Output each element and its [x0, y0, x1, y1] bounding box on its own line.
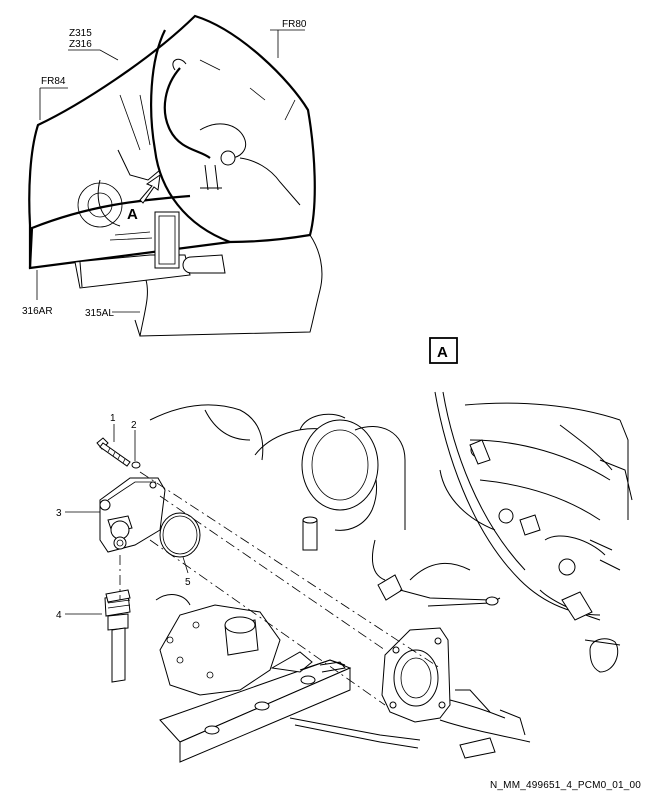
- label-fr84: FR84: [41, 76, 66, 87]
- detail-illustration: [96, 391, 633, 763]
- label-fr80: FR80: [282, 19, 307, 30]
- callout-1: 1: [110, 413, 116, 424]
- view-a-label: A: [437, 344, 448, 361]
- figure-reference: N_MM_499651_4_PCM0_01_00: [490, 780, 641, 791]
- callout-5: 5: [185, 577, 191, 588]
- label-view-a-pointer: A: [127, 206, 138, 223]
- callout-4: 4: [56, 610, 62, 621]
- label-315al: 315AL: [85, 308, 114, 319]
- label-z316: Z316: [69, 39, 92, 50]
- label-316ar: 316AR: [22, 306, 53, 317]
- overview-illustration: [28, 14, 323, 337]
- callout-3: 3: [56, 508, 62, 519]
- callout-2: 2: [131, 420, 137, 431]
- callout-leaders: [65, 424, 189, 615]
- label-z315: Z315: [69, 28, 92, 39]
- overview-leaders: [36, 29, 305, 313]
- view-a-box: [429, 337, 458, 364]
